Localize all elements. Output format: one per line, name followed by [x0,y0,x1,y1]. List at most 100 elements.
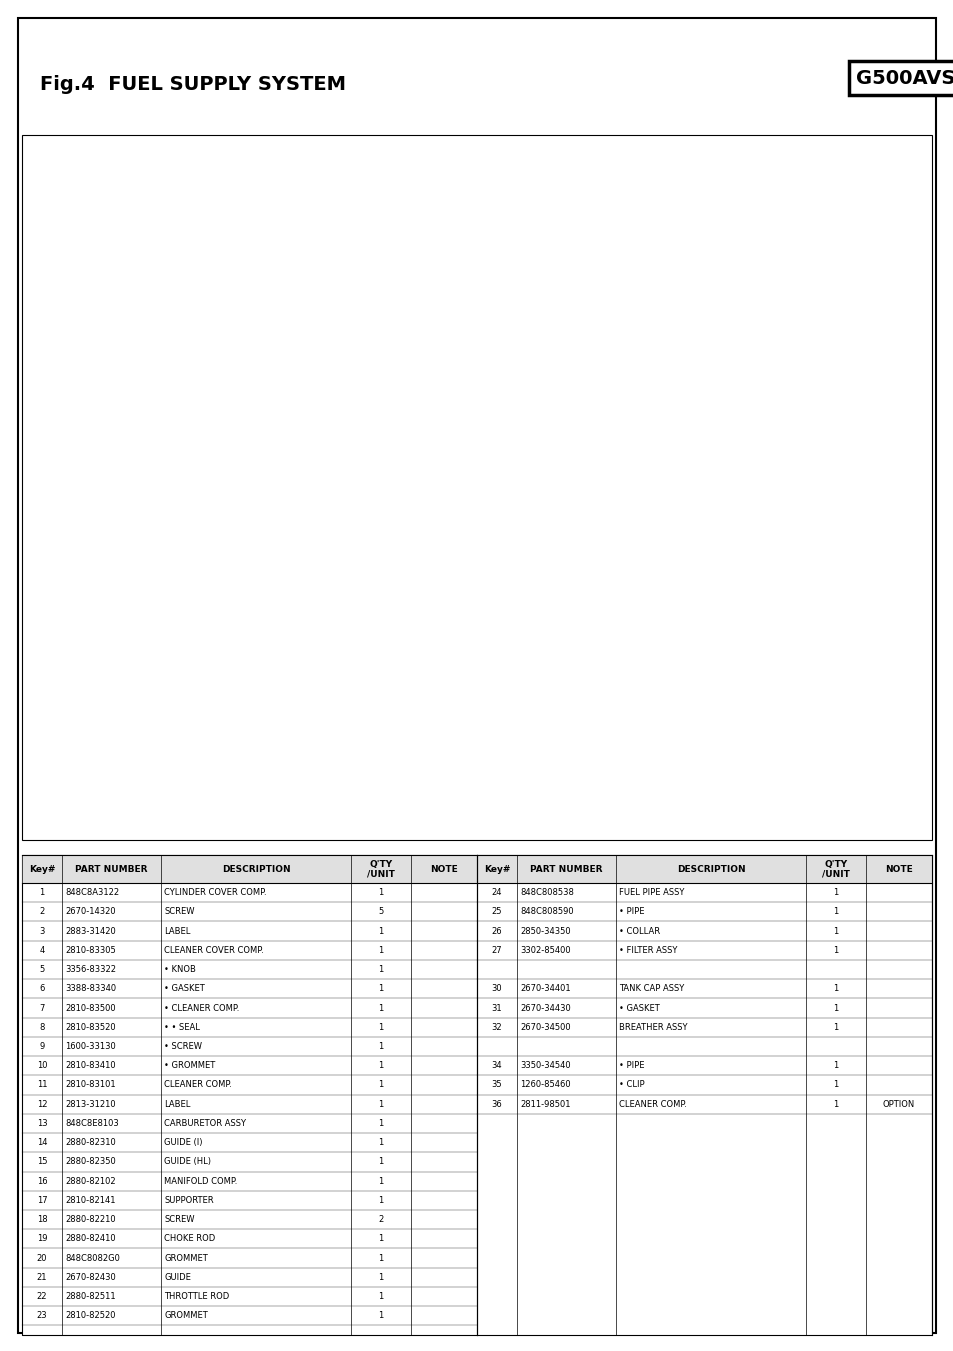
Text: 1: 1 [378,1100,383,1109]
Text: LABEL: LABEL [164,927,191,936]
Text: 30: 30 [491,985,502,993]
Text: 1: 1 [378,927,383,936]
Text: • PIPE: • PIPE [618,1062,644,1070]
Text: • FILTER ASSY: • FILTER ASSY [618,946,677,955]
Text: NOTE: NOTE [430,865,457,874]
Text: 2810-83305: 2810-83305 [65,946,115,955]
Text: 1: 1 [39,888,45,897]
Text: BREATHER ASSY: BREATHER ASSY [618,1023,687,1032]
Text: 2: 2 [378,1215,383,1224]
Text: OPTION: OPTION [882,1100,914,1109]
Text: 9: 9 [39,1042,45,1051]
Text: GUIDE (HL): GUIDE (HL) [164,1158,211,1166]
Text: 1: 1 [378,1081,383,1089]
Text: 5: 5 [39,965,45,974]
Text: 2810-83500: 2810-83500 [65,1004,115,1012]
Bar [22,855,931,1335]
Text: 1: 1 [378,965,383,974]
Bar [476,855,931,884]
Text: 1: 1 [378,1062,383,1070]
Text: NOTE: NOTE [884,865,912,874]
Text: THROTTLE ROD: THROTTLE ROD [164,1292,230,1301]
Text: 19: 19 [37,1235,48,1243]
Text: PART NUMBER: PART NUMBER [530,865,602,874]
Text: MANIFOLD COMP.: MANIFOLD COMP. [164,1177,237,1186]
Text: • CLIP: • CLIP [618,1081,644,1089]
Text: 4: 4 [39,946,45,955]
Text: 2883-31420: 2883-31420 [65,927,115,936]
Text: 11: 11 [37,1081,48,1089]
Text: 1: 1 [378,946,383,955]
Text: 2: 2 [39,908,45,916]
Text: DESCRIPTION: DESCRIPTION [677,865,745,874]
Text: 2810-83101: 2810-83101 [65,1081,115,1089]
Text: CARBURETOR ASSY: CARBURETOR ASSY [164,1119,246,1128]
Text: 1: 1 [378,1119,383,1128]
Text: 7: 7 [39,1004,45,1012]
Text: • COLLAR: • COLLAR [618,927,659,936]
Text: 16: 16 [36,1177,48,1186]
Text: 848C8A3122: 848C8A3122 [65,888,119,897]
Text: 1: 1 [378,1023,383,1032]
Text: 1: 1 [378,1312,383,1320]
Text: 22: 22 [37,1292,48,1301]
Text: 1: 1 [378,1042,383,1051]
Text: 20: 20 [37,1254,48,1263]
Text: 3350-34540: 3350-34540 [519,1062,570,1070]
Text: G500AVS: G500AVS [856,69,953,88]
Text: 8: 8 [39,1023,45,1032]
Text: 1: 1 [833,1004,838,1012]
Text: 848C808538: 848C808538 [519,888,574,897]
Text: 2670-82430: 2670-82430 [65,1273,115,1282]
Text: 1: 1 [833,946,838,955]
Text: • KNOB: • KNOB [164,965,196,974]
Text: 6: 6 [39,985,45,993]
Text: 36: 36 [491,1100,502,1109]
Text: FUEL PIPE ASSY: FUEL PIPE ASSY [618,888,684,897]
Text: 23: 23 [36,1312,48,1320]
Text: 18: 18 [36,1215,48,1224]
Text: 2880-82350: 2880-82350 [65,1158,115,1166]
Text: 2880-82210: 2880-82210 [65,1215,115,1224]
Text: • GASKET: • GASKET [164,985,205,993]
Text: SCREW: SCREW [164,908,194,916]
Text: 1: 1 [833,1100,838,1109]
Text: 2670-34430: 2670-34430 [519,1004,570,1012]
Text: CLEANER COMP.: CLEANER COMP. [618,1100,686,1109]
Bar [22,135,931,840]
Text: 3388-83340: 3388-83340 [65,985,116,993]
Text: 31: 31 [491,1004,502,1012]
Text: GROMMET: GROMMET [164,1312,208,1320]
Text: 1: 1 [378,1158,383,1166]
Text: 1: 1 [378,1273,383,1282]
Text: • GROMMET: • GROMMET [164,1062,215,1070]
Text: Q'TY
/UNIT: Q'TY /UNIT [367,859,395,878]
Text: 1: 1 [378,985,383,993]
Text: 3356-83322: 3356-83322 [65,965,116,974]
Text: 35: 35 [491,1081,502,1089]
Text: • GASKET: • GASKET [618,1004,659,1012]
Text: Q'TY
/UNIT: Q'TY /UNIT [821,859,849,878]
Text: 2670-34401: 2670-34401 [519,985,570,993]
Text: 1: 1 [378,1004,383,1012]
Text: 1: 1 [833,1023,838,1032]
Text: CYLINDER COVER COMP.: CYLINDER COVER COMP. [164,888,267,897]
Text: 1: 1 [833,908,838,916]
Text: 1: 1 [378,1254,383,1263]
Text: CLEANER COVER COMP.: CLEANER COVER COMP. [164,946,264,955]
Text: Key#: Key# [29,865,55,874]
Text: PART NUMBER: PART NUMBER [75,865,148,874]
Text: TANK CAP ASSY: TANK CAP ASSY [618,985,683,993]
Text: 2880-82410: 2880-82410 [65,1235,115,1243]
Text: 1: 1 [833,927,838,936]
Text: 1: 1 [833,1081,838,1089]
Text: 2880-82102: 2880-82102 [65,1177,115,1186]
Text: GROMMET: GROMMET [164,1254,208,1263]
Text: 24: 24 [491,888,501,897]
Text: Key#: Key# [483,865,510,874]
Text: 1: 1 [378,1235,383,1243]
Text: 1260-85460: 1260-85460 [519,1081,570,1089]
Text: 2850-34350: 2850-34350 [519,927,570,936]
Text: 17: 17 [36,1196,48,1205]
Text: 2810-82141: 2810-82141 [65,1196,115,1205]
